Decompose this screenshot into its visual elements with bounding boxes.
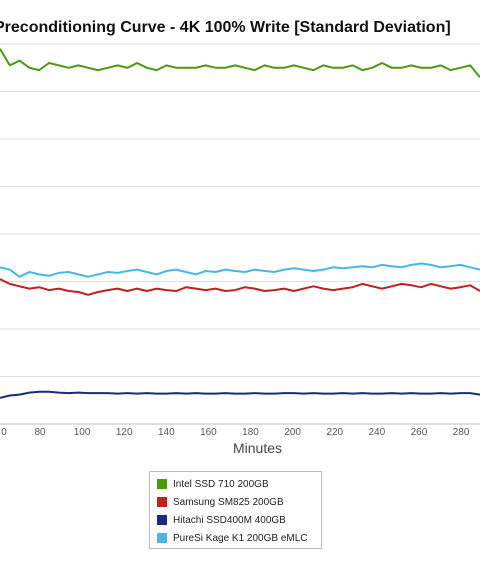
series-line-0 bbox=[0, 48, 480, 78]
legend-swatch-samsung bbox=[157, 497, 167, 507]
legend: Intel SSD 710 200GB Samsung SM825 200GB … bbox=[149, 471, 322, 549]
legend-item-samsung: Samsung SM825 200GB bbox=[150, 493, 321, 511]
x-tick-label: 180 bbox=[242, 427, 259, 438]
x-tick-label: 200 bbox=[284, 427, 301, 438]
legend-item-intel: Intel SSD 710 200GB bbox=[150, 475, 321, 493]
chart-title: Preconditioning Curve - 4K 100% Write [S… bbox=[0, 19, 451, 36]
legend-swatch-puresi bbox=[157, 533, 167, 543]
x-tick-label: 140 bbox=[158, 427, 175, 438]
x-axis-label: Minutes bbox=[232, 440, 283, 456]
legend-label-puresi: PureSi Kage K1 200GB eMLC bbox=[173, 532, 308, 544]
x-tick-label: 120 bbox=[116, 427, 133, 438]
legend-label-samsung: Samsung SM825 200GB bbox=[173, 496, 284, 508]
legend-label-intel: Intel SSD 710 200GB bbox=[173, 478, 269, 490]
series-line-1 bbox=[0, 278, 480, 296]
x-tick-label: 260 bbox=[411, 427, 428, 438]
legend-swatch-hitachi bbox=[157, 515, 167, 525]
x-tick-label: 0 bbox=[1, 427, 7, 438]
series-line-2 bbox=[0, 390, 480, 399]
chart-plot: 0 80 100 120 140 160 180 200 220 240 260 280 bbox=[0, 43, 480, 438]
legend-item-puresi: PureSi Kage K1 200GB eMLC bbox=[150, 529, 321, 547]
legend-item-hitachi: Hitachi SSD400M 400GB bbox=[150, 511, 321, 529]
series-line-3 bbox=[0, 262, 480, 278]
x-tick-label: 280 bbox=[453, 427, 470, 438]
x-tick-label: 240 bbox=[368, 427, 385, 438]
x-tick-label: 80 bbox=[34, 427, 46, 438]
legend-swatch-intel bbox=[157, 479, 167, 489]
x-tick-label: 160 bbox=[200, 427, 217, 438]
legend-label-hitachi: Hitachi SSD400M 400GB bbox=[173, 514, 286, 526]
x-tick-label: 220 bbox=[326, 427, 343, 438]
x-tick-label: 100 bbox=[74, 427, 91, 438]
